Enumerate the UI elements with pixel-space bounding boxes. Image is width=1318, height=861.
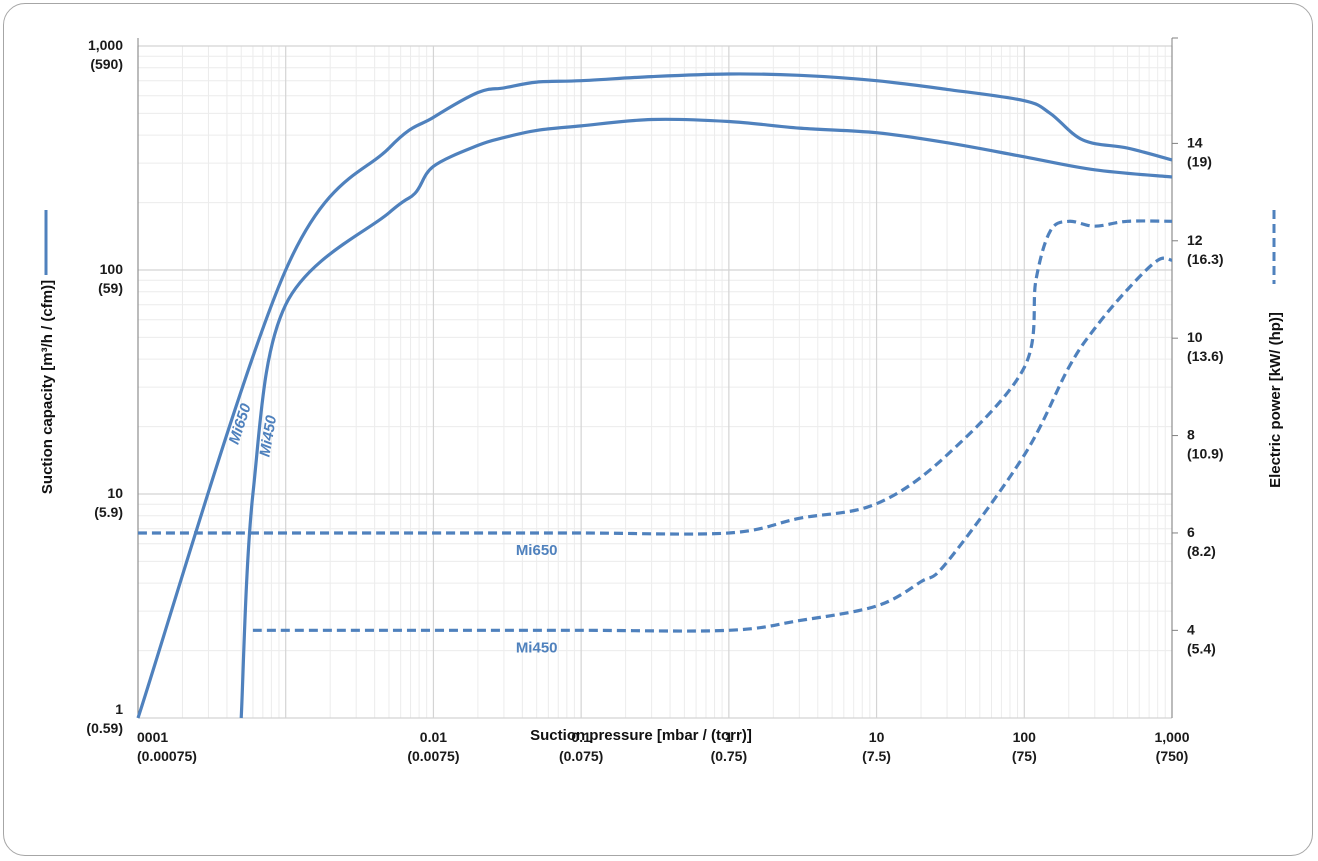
right-axis-title-group: Electric power [kW/ (hp)] [1267, 210, 1284, 488]
y-tick-sublabel: (590) [90, 56, 123, 72]
y2-tick-sublabel: (19) [1187, 153, 1212, 169]
x-tick-label: 100 [1013, 729, 1037, 745]
mi450-capacity-line [239, 117, 1173, 719]
x-tick-sublabel: (7.5) [862, 748, 891, 764]
curve-label-mi650-power: Mi650 [516, 542, 558, 559]
y-tick-sublabel: (0.59) [86, 720, 123, 736]
y-tick-label: 100 [100, 261, 124, 277]
y-tick-label: 10 [107, 485, 123, 501]
x-tick-sublabel: (75) [1012, 748, 1037, 764]
x-tick-label: 10 [869, 729, 885, 745]
x-tick-label: 0.1 [571, 729, 591, 745]
y2-tick-label: 8 [1187, 427, 1195, 443]
x-tick-sublabel: (0.0075) [407, 748, 459, 764]
y2-tick-sublabel: (16.3) [1187, 251, 1224, 267]
x-tick-sublabel: (0.075) [559, 748, 603, 764]
y2-tick-label: 4 [1187, 621, 1195, 637]
x-tick-sublabel: (0.75) [711, 748, 748, 764]
x-tick-sublabel: (0.00075) [137, 748, 197, 764]
right-axis-tick-marks [1172, 37, 1178, 631]
y-tick-label: 1 [115, 701, 123, 717]
y2-tick-sublabel: (8.2) [1187, 543, 1216, 559]
left-axis-title-group: Suction capacity [m³/h / (cfm)] [39, 210, 56, 494]
x-axis-title: Suction pressure [mbar / (torr)] [530, 727, 752, 744]
y2-tick-label: 6 [1187, 524, 1195, 540]
tick-labels-layer: 0001 (0.00075) 0.01 (0.0075) 0.1 (0.075) 1 (0.7… [86, 37, 1223, 764]
curve-label-mi450-power: Mi450 [516, 639, 558, 656]
y2-tick-label: 14 [1187, 134, 1203, 150]
x-tick-label: 0001 [137, 729, 168, 745]
mi650-capacity-line [136, 72, 1173, 719]
y2-tick-sublabel: (5.4) [1187, 640, 1216, 656]
curve-label-mi450-capacity: Mi450 [256, 414, 280, 459]
minor-grid [138, 46, 1172, 718]
mi650-power-line [138, 219, 1173, 536]
series-layer [136, 72, 1173, 719]
y2-tick-sublabel: (13.6) [1187, 348, 1224, 364]
x-tick-sublabel: (750) [1156, 748, 1189, 764]
y2-tick-label: 10 [1187, 329, 1203, 345]
y-tick-sublabel: (5.9) [94, 504, 123, 520]
y2-tick-sublabel: (10.9) [1187, 446, 1224, 462]
x-tick-label: 1,000 [1154, 729, 1189, 745]
y-tick-sublabel: (59) [98, 280, 123, 296]
y2-axis-title: Electric power [kW/ (hp)] [1267, 312, 1284, 488]
y-tick-label: 1,000 [88, 37, 123, 53]
y-axis-title: Suction capacity [m³/h / (cfm)] [39, 280, 56, 494]
y2-tick-label: 12 [1187, 232, 1203, 248]
mi450-power-line [252, 256, 1173, 633]
x-tick-label: 1 [725, 729, 733, 745]
x-tick-label: 0.01 [420, 729, 447, 745]
